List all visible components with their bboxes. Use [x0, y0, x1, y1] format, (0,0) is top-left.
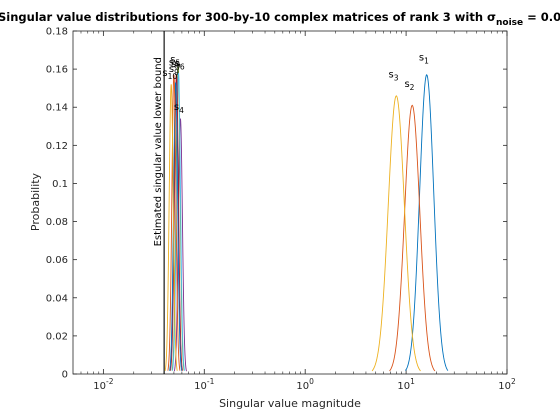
y-tick-label: 0.04 — [46, 293, 68, 304]
x-tick-exponent: 1 — [410, 377, 415, 386]
series-label-sub: 7 — [176, 63, 181, 72]
y-tick-label: 0.14 — [46, 103, 68, 114]
series-label-s2: s2 — [404, 79, 414, 92]
chart-title: Singular value distributions for 300-by-… — [0, 10, 560, 28]
series-label-base: s — [388, 70, 393, 81]
x-tick-label: 10-2 — [93, 377, 113, 392]
series-line-s4 — [173, 118, 187, 372]
series-label-sub: 5 — [175, 58, 180, 67]
series-label-base: s — [175, 58, 180, 69]
series-label-s10: s10 — [162, 68, 177, 81]
series-label-sub: 9 — [174, 68, 179, 77]
y-tick-label: 0 — [62, 370, 68, 381]
series-line-s3 — [371, 95, 421, 372]
series-line-s2 — [389, 104, 436, 372]
series-label-base: s — [169, 57, 174, 68]
series-label-s5: s5 — [170, 54, 180, 67]
y-tick-label: 0.06 — [46, 255, 68, 266]
series-label-s4: s4 — [174, 102, 184, 115]
series-label-sub: 4 — [179, 106, 184, 115]
series-label-s7: s7 — [171, 59, 181, 72]
x-tick-base: 10 — [498, 381, 511, 392]
series-line-s6 — [171, 72, 185, 371]
series-label-sub: 1 — [424, 57, 429, 66]
y-tick-label: 0.1 — [52, 179, 68, 190]
series-line-s7 — [169, 74, 183, 371]
series-label-base: s — [162, 68, 167, 79]
series-label-base: s — [404, 79, 409, 90]
series-line-s9 — [167, 74, 181, 371]
series-label-sub: 8 — [174, 61, 179, 70]
x-tick-base: 10 — [93, 381, 106, 392]
series-label-base: s — [170, 54, 175, 65]
series-label-sub: 10 — [168, 72, 178, 81]
y-tick-label: 0.16 — [46, 65, 68, 76]
series-label-base: s — [169, 64, 174, 75]
x-tick-base: 10 — [194, 381, 207, 392]
series-label-s6: s6 — [175, 58, 185, 71]
x-tick-base: 10 — [296, 381, 309, 392]
series-line-s10 — [164, 84, 178, 371]
y-axis-label: Probability — [29, 172, 42, 231]
y-tick-label: 0.02 — [46, 331, 68, 342]
series-label-s3: s3 — [388, 70, 398, 83]
x-tick-exponent: -1 — [207, 377, 215, 386]
series-label-sub: 6 — [180, 62, 185, 71]
x-tick-label: 100 — [296, 377, 314, 392]
x-axis-label: Singular value magnitude — [219, 397, 361, 410]
x-tick-exponent: 2 — [511, 377, 516, 386]
chart-title-tail: = 0.001 — [523, 10, 560, 24]
series-line-s8 — [169, 82, 183, 371]
series-label-sub: 2 — [410, 83, 415, 92]
series-label-s1: s1 — [419, 53, 429, 66]
y-tick-label: 0.08 — [46, 217, 68, 228]
series-label-s9: s9 — [169, 64, 179, 77]
chart-title-sub: noise — [496, 18, 523, 28]
x-tick-base: 10 — [397, 381, 410, 392]
y-tick-label: 0.12 — [46, 141, 68, 152]
series-label-base: s — [419, 53, 424, 64]
series-label-base: s — [171, 59, 176, 70]
series-label-s8: s8 — [169, 57, 179, 70]
series-label-base: s — [174, 102, 179, 113]
x-tick-exponent: -2 — [106, 377, 114, 386]
x-tick-label: 10-1 — [194, 377, 214, 392]
x-tick-exponent: 0 — [309, 377, 314, 386]
y-tick-label: 0.18 — [46, 27, 68, 38]
plot-area: 00.020.040.060.080.10.120.140.160.1810-2… — [46, 27, 516, 393]
x-tick-label: 102 — [498, 377, 516, 392]
series-label-sub: 3 — [394, 74, 399, 83]
lower-bound-label: Estimated singular value lower bound — [153, 57, 164, 246]
axes-box — [72, 30, 508, 375]
x-tick-label: 101 — [397, 377, 415, 392]
chart-title-main: Singular value distributions for 300-by-… — [0, 10, 496, 24]
